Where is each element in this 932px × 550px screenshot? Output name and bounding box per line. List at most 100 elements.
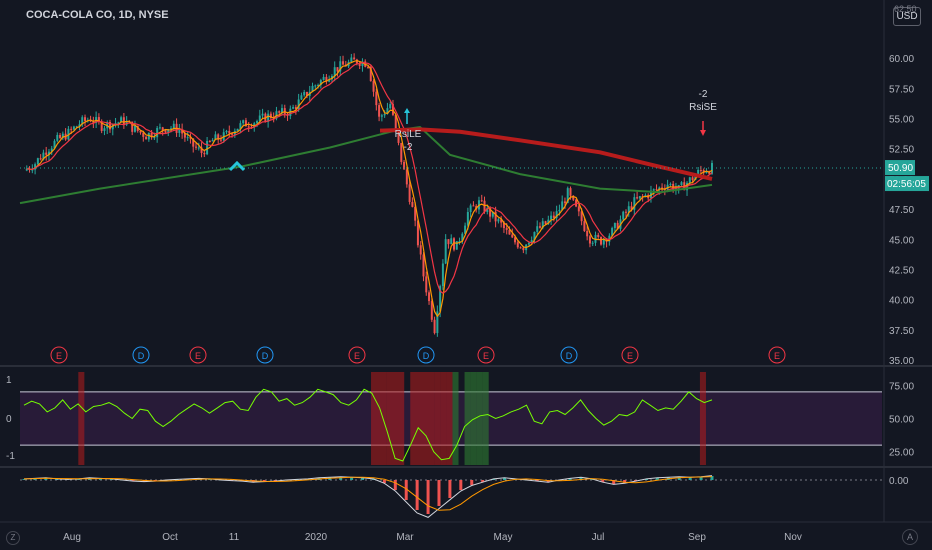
candle-body xyxy=(67,128,70,140)
timezone-icon[interactable]: Z xyxy=(6,531,20,545)
candle-body xyxy=(444,239,447,264)
candle-body xyxy=(131,121,134,132)
osc-left-tick-label: 0 xyxy=(6,414,12,425)
last-price-tag xyxy=(885,160,915,176)
candle-body xyxy=(441,263,444,287)
candle-body xyxy=(39,158,42,160)
macd-histogram-bar xyxy=(470,480,474,485)
candle-body xyxy=(638,196,641,199)
candle-body xyxy=(142,132,145,137)
candle-body xyxy=(294,107,297,110)
candle-body xyxy=(325,76,328,82)
highlight-green-zone xyxy=(470,372,477,465)
candle-body xyxy=(350,57,353,62)
candle-body xyxy=(164,130,167,133)
candle-body xyxy=(328,79,331,82)
macd-histogram-bar xyxy=(22,479,26,480)
candle-body xyxy=(697,169,700,176)
time-tick-label: Sep xyxy=(688,532,706,543)
candle-body xyxy=(172,123,175,129)
candle-body xyxy=(78,124,81,127)
candle-body xyxy=(627,206,630,213)
candle-body xyxy=(186,137,189,139)
currency-button[interactable]: USD xyxy=(893,7,921,26)
macd-histogram-bar xyxy=(437,480,441,506)
candle-body xyxy=(705,171,708,173)
macd-histogram-bar xyxy=(677,477,681,480)
candle-body xyxy=(305,91,308,96)
fast-ma-line xyxy=(26,59,713,318)
candle-body xyxy=(228,130,231,134)
candle-body xyxy=(211,139,214,142)
candle-body xyxy=(153,137,156,139)
candle-body xyxy=(527,242,530,245)
candle-body xyxy=(386,108,389,114)
event-label: E xyxy=(774,351,780,361)
candle-body xyxy=(699,169,702,171)
candle-body xyxy=(192,138,195,147)
candle-body xyxy=(602,239,605,245)
macd-histogram-bar xyxy=(55,479,59,480)
candle-body xyxy=(403,161,406,170)
last-price-label: 50.90 xyxy=(888,163,913,174)
highlight-green-zone xyxy=(482,372,489,465)
candle-body xyxy=(588,236,591,244)
candle-body xyxy=(497,219,500,222)
candle-body xyxy=(53,140,56,149)
candle-body xyxy=(550,215,553,220)
candle-body xyxy=(300,95,303,100)
price-tick-label: 55.00 xyxy=(889,115,914,126)
candle-body xyxy=(342,61,345,65)
macd-histogram-bar xyxy=(601,480,605,482)
candle-body xyxy=(244,120,247,127)
candle-body xyxy=(231,133,234,135)
candle-body xyxy=(158,127,161,129)
macd-histogram-bar xyxy=(273,480,277,481)
candle-body xyxy=(416,220,419,246)
candle-body xyxy=(616,222,619,229)
candle-body xyxy=(694,175,697,180)
candle-body xyxy=(655,189,658,191)
candle-body xyxy=(466,212,469,226)
candle-body xyxy=(586,230,589,237)
macd-histogram-bar xyxy=(710,476,714,480)
candle-body xyxy=(75,126,78,128)
time-tick-label: May xyxy=(494,532,513,543)
candle-body xyxy=(558,209,561,212)
candle-body xyxy=(391,104,394,115)
candle-body xyxy=(380,115,383,117)
dividend-marker xyxy=(256,346,274,364)
price-tick-label: 57.50 xyxy=(889,84,914,95)
candle-body xyxy=(430,301,433,320)
macd-histogram-bar xyxy=(535,480,539,481)
earnings-marker xyxy=(768,346,786,364)
candle-body xyxy=(195,146,197,148)
candle-body xyxy=(170,128,173,130)
candle-body xyxy=(319,80,322,86)
macd-histogram-bar xyxy=(623,480,627,483)
candle-body xyxy=(269,113,272,118)
time-tick-label: Nov xyxy=(784,532,802,543)
candle-body xyxy=(122,117,125,125)
candle-body xyxy=(206,140,209,155)
candle-body xyxy=(161,127,164,131)
candle-body xyxy=(214,134,217,140)
candle-body xyxy=(411,201,414,207)
candle-body xyxy=(555,211,558,218)
candle-body xyxy=(489,207,492,217)
candle-body xyxy=(511,234,514,238)
candle-body xyxy=(292,107,295,109)
candle-body xyxy=(397,129,400,143)
candle-body xyxy=(464,225,467,234)
auto-scale-button[interactable]: A xyxy=(902,529,918,545)
time-tick-label: Mar xyxy=(396,532,414,543)
chart-title: COCA-COLA CO, 1D, NYSE xyxy=(26,9,169,21)
highlight-red-zone xyxy=(440,372,447,465)
price-tick-label: 40.00 xyxy=(889,296,914,307)
osc-left-tick-label: -1 xyxy=(6,451,15,462)
candle-body xyxy=(428,292,431,302)
candle-body xyxy=(361,61,364,67)
price-tick-label: 45.00 xyxy=(889,235,914,246)
event-label: E xyxy=(483,351,489,361)
